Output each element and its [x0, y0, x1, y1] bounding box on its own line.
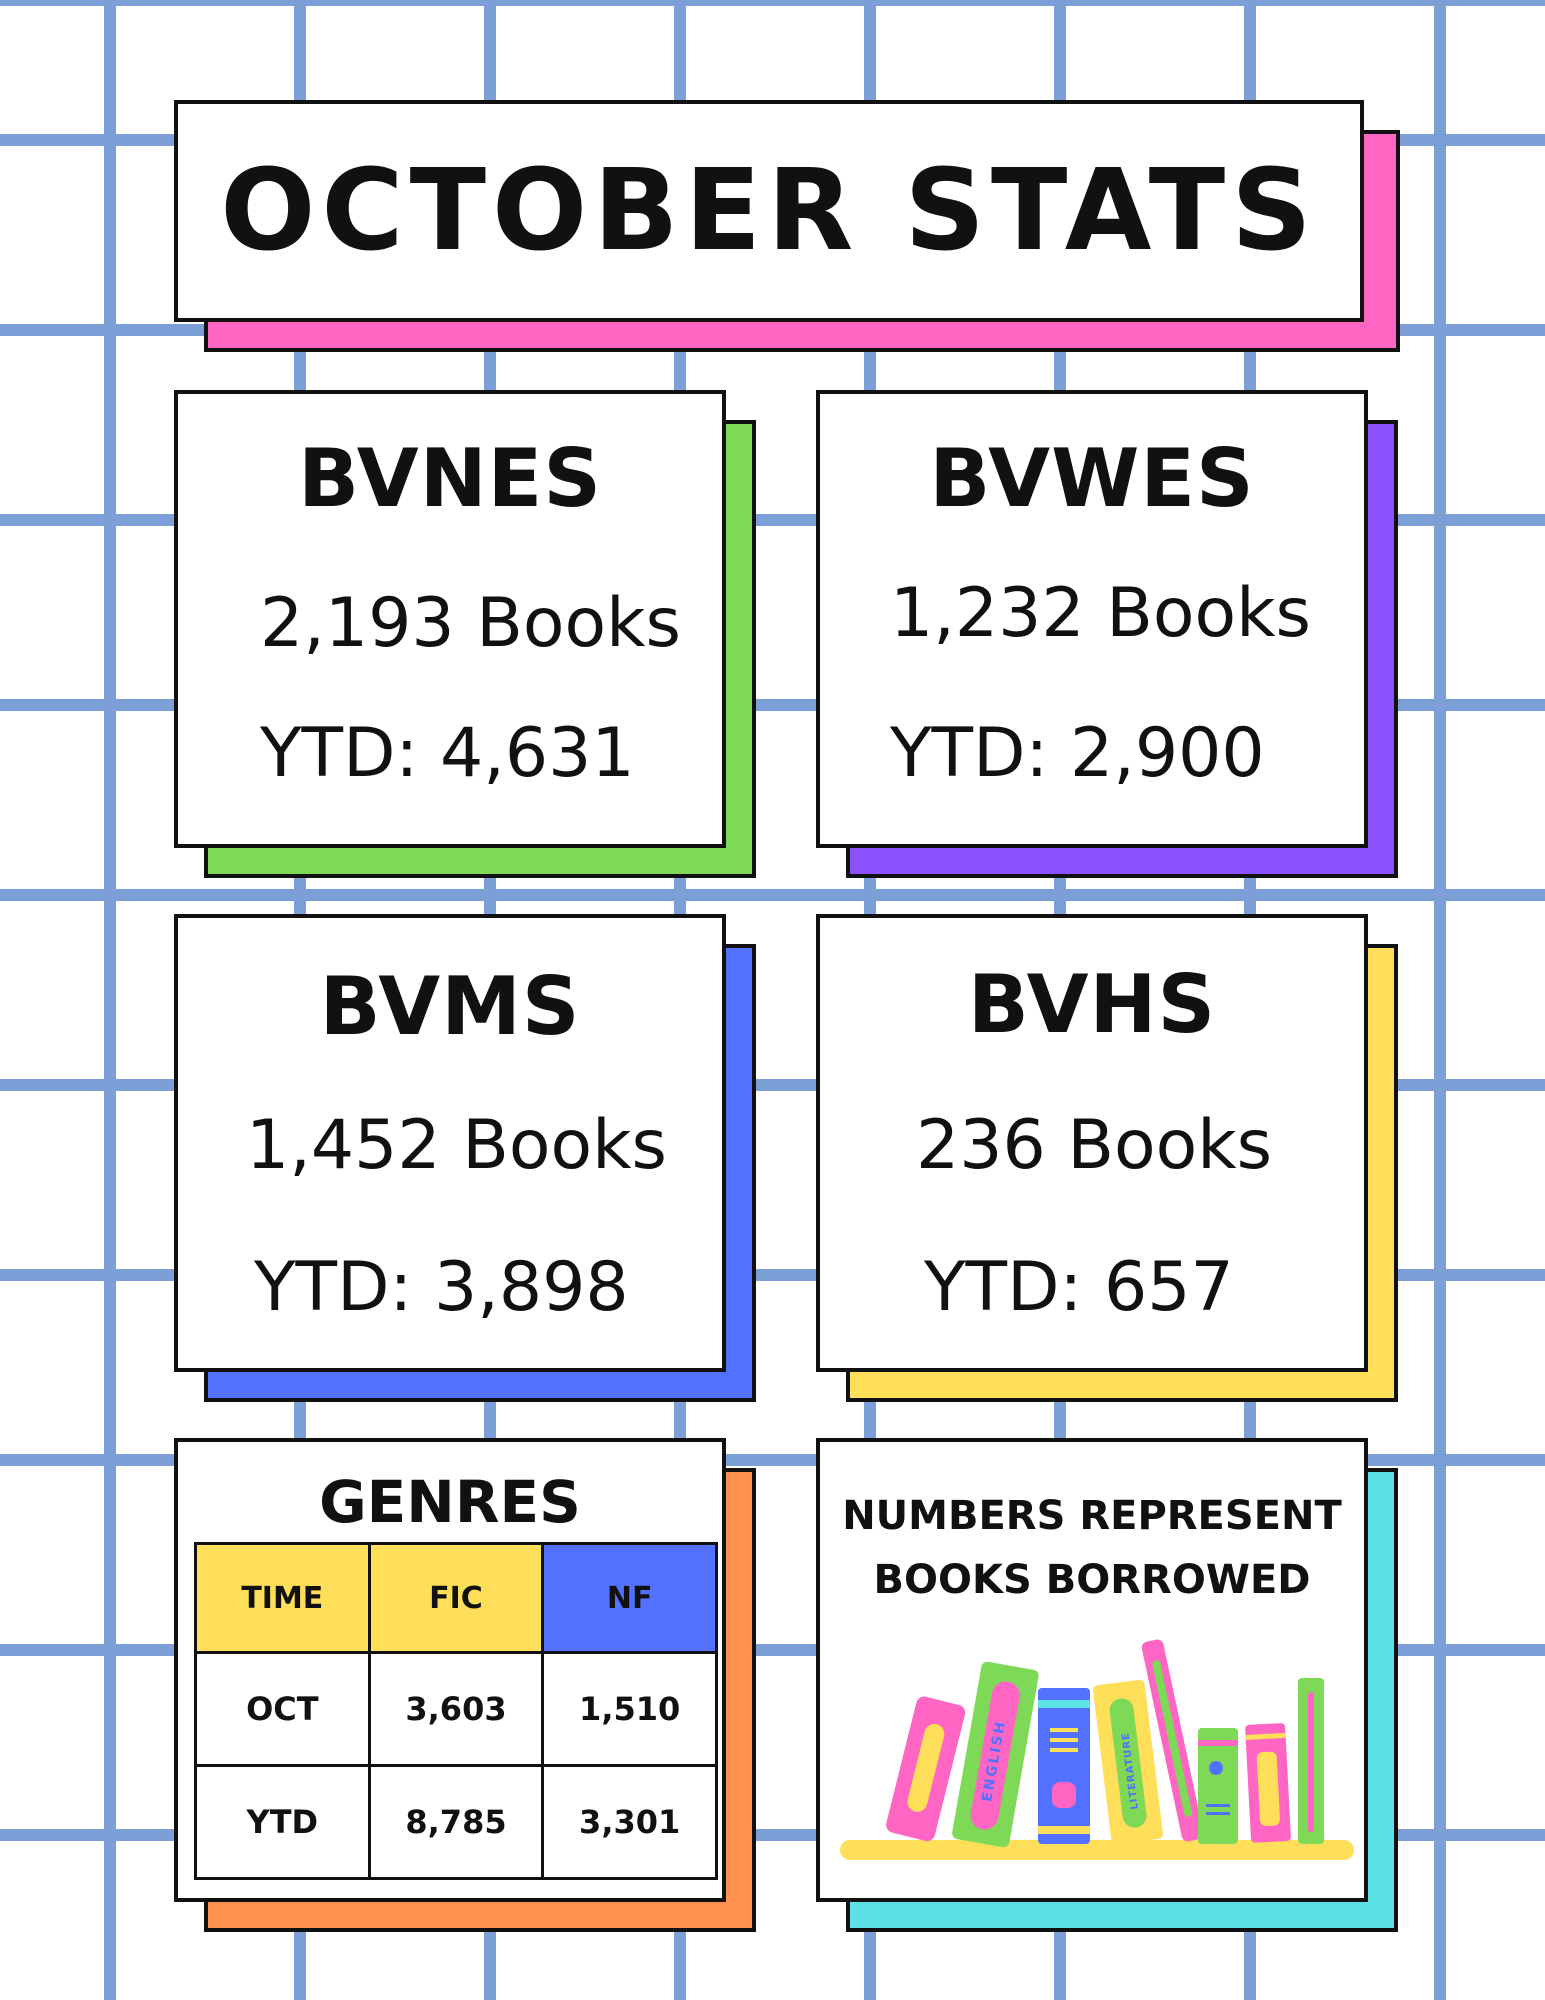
card-panel: BVNES 2,193 Books YTD: 4,631: [174, 390, 726, 848]
ytd-count: YTD: 3,898: [254, 1248, 629, 1327]
table-cell: OCT: [194, 1651, 371, 1767]
header-cell-fic: FIC: [367, 1542, 545, 1654]
school-card-bvms: BVMS 1,452 Books YTD: 3,898: [174, 914, 756, 1402]
note-line-2: BOOKS BORROWED: [873, 1557, 1311, 1603]
card-panel: BVWES 1,232 Books YTD: 2,900: [816, 390, 1368, 848]
table-row: YTD 8,785 3,301: [194, 1764, 718, 1880]
grid-line-vertical: [104, 0, 116, 2000]
school-card-bvhs: BVHS 236 Books YTD: 657: [816, 914, 1398, 1402]
school-card-bvwes: BVWES 1,232 Books YTD: 2,900: [816, 390, 1398, 878]
header-cell-time: TIME: [194, 1542, 371, 1654]
school-name: BVMS: [319, 960, 581, 1053]
card-panel: BVHS 236 Books YTD: 657: [816, 914, 1368, 1372]
card-panel: GENRES TIME FIC NF OCT 3,603 1,510 YTD 8…: [174, 1438, 726, 1902]
note-card: NUMBERS REPRESENT BOOKS BORROWED ENGLISH: [816, 1438, 1398, 1932]
genres-table: TIME FIC NF OCT 3,603 1,510 YTD 8,785 3,…: [194, 1542, 718, 1880]
table-cell: 1,510: [541, 1651, 718, 1767]
grid-line-vertical: [1434, 0, 1446, 2000]
header-cell-nf: NF: [541, 1542, 718, 1654]
table-cell: YTD: [194, 1764, 371, 1880]
note-text: NUMBERS REPRESENT BOOKS BORROWED: [820, 1484, 1364, 1612]
ytd-count: YTD: 657: [924, 1248, 1234, 1327]
card-panel: BVMS 1,452 Books YTD: 3,898: [174, 914, 726, 1372]
table-row: OCT 3,603 1,510: [194, 1651, 718, 1767]
books-count: 236 Books: [916, 1106, 1273, 1185]
school-name: BVWES: [929, 432, 1255, 525]
title-card: OCTOBER STATS: [174, 100, 1400, 356]
table-cell: 8,785: [367, 1764, 545, 1880]
school-name: BVNES: [298, 432, 602, 525]
books-count: 1,232 Books: [890, 574, 1311, 653]
table-header-row: TIME FIC NF: [194, 1542, 718, 1654]
page-title: OCTOBER STATS: [220, 146, 1318, 276]
table-cell: 3,301: [541, 1764, 718, 1880]
school-card-bvnes: BVNES 2,193 Books YTD: 4,631: [174, 390, 756, 878]
grid-line-horizontal: [0, 0, 1545, 6]
ytd-count: YTD: 2,900: [890, 714, 1265, 793]
school-name: BVHS: [967, 958, 1217, 1051]
ytd-count: YTD: 4,631: [260, 714, 635, 793]
card-panel: NUMBERS REPRESENT BOOKS BORROWED ENGLISH: [816, 1438, 1368, 1902]
title-panel: OCTOBER STATS: [174, 100, 1364, 322]
table-cell: 3,603: [367, 1651, 545, 1767]
books-count: 1,452 Books: [246, 1106, 667, 1185]
genres-card: GENRES TIME FIC NF OCT 3,603 1,510 YTD 8…: [174, 1438, 756, 1932]
books-on-shelf-icon: ENGLISH LITERATURE: [840, 1639, 1354, 1860]
grid-line-horizontal: [0, 889, 1545, 901]
genres-title: GENRES: [319, 1468, 581, 1536]
books-count: 2,193 Books: [260, 584, 681, 663]
note-line-1: NUMBERS REPRESENT: [842, 1493, 1342, 1539]
